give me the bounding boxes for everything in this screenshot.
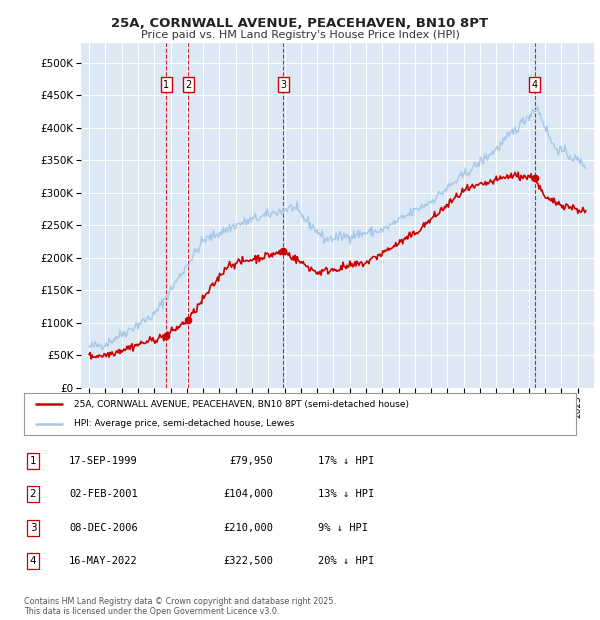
Text: 08-DEC-2006: 08-DEC-2006 (69, 523, 138, 533)
Text: 17-SEP-1999: 17-SEP-1999 (69, 456, 138, 466)
Text: 16-MAY-2022: 16-MAY-2022 (69, 556, 138, 566)
Text: 4: 4 (29, 556, 37, 566)
Text: £210,000: £210,000 (223, 523, 273, 533)
Text: 13% ↓ HPI: 13% ↓ HPI (318, 489, 374, 499)
Text: This data is licensed under the Open Government Licence v3.0.: This data is licensed under the Open Gov… (24, 606, 280, 616)
Text: 4: 4 (532, 80, 538, 90)
Text: 1: 1 (163, 80, 169, 90)
Text: 3: 3 (280, 80, 286, 90)
Text: HPI: Average price, semi-detached house, Lewes: HPI: Average price, semi-detached house,… (74, 419, 294, 428)
Text: £322,500: £322,500 (223, 556, 273, 566)
Text: 02-FEB-2001: 02-FEB-2001 (69, 489, 138, 499)
Text: Contains HM Land Registry data © Crown copyright and database right 2025.: Contains HM Land Registry data © Crown c… (24, 597, 336, 606)
Text: 2: 2 (185, 80, 191, 90)
Text: Price paid vs. HM Land Registry's House Price Index (HPI): Price paid vs. HM Land Registry's House … (140, 30, 460, 40)
Text: 1: 1 (29, 456, 37, 466)
Text: 2: 2 (29, 489, 37, 499)
Text: 17% ↓ HPI: 17% ↓ HPI (318, 456, 374, 466)
Text: 9% ↓ HPI: 9% ↓ HPI (318, 523, 368, 533)
Text: £104,000: £104,000 (223, 489, 273, 499)
Text: £79,950: £79,950 (229, 456, 273, 466)
Text: 25A, CORNWALL AVENUE, PEACEHAVEN, BN10 8PT: 25A, CORNWALL AVENUE, PEACEHAVEN, BN10 8… (112, 17, 488, 30)
Text: 3: 3 (29, 523, 37, 533)
Text: 20% ↓ HPI: 20% ↓ HPI (318, 556, 374, 566)
Text: 25A, CORNWALL AVENUE, PEACEHAVEN, BN10 8PT (semi-detached house): 25A, CORNWALL AVENUE, PEACEHAVEN, BN10 8… (74, 400, 409, 409)
